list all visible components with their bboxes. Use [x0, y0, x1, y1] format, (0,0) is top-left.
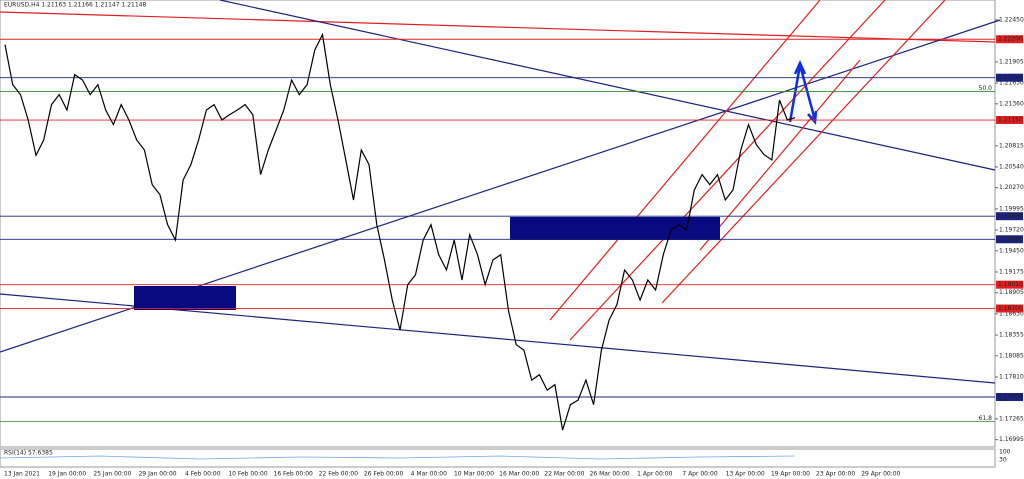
y-tick-label: 1.19720 [999, 227, 1024, 234]
rsi-panel [0, 448, 996, 468]
y-tick-label: 1.22450 [999, 17, 1024, 24]
level-tag [996, 304, 1023, 313]
y-tick-label: 1.18085 [999, 352, 1024, 359]
level-label: 1.19900 [998, 213, 1023, 220]
x-tick-label: 4 Feb 00:00 [185, 471, 221, 478]
y-tick-label: 1.17810 [999, 373, 1024, 380]
drawings [0, 0, 1001, 460]
y-tick-label: 1.21905 [999, 58, 1024, 65]
level-label: 1.17550 [998, 393, 1023, 400]
x-tick-label: 16 Feb 00:00 [274, 471, 314, 478]
x-tick-label: 13 Jan 2021 [4, 471, 40, 478]
level-label: 1.22200 [998, 36, 1023, 43]
x-tick-label: 16 Mar 00:00 [499, 471, 539, 478]
y-tick-label: 1.21630 [999, 80, 1024, 87]
level-label: 1.19600 [998, 236, 1023, 243]
arrow-head [793, 59, 807, 75]
y-tick-label: 1.21360 [999, 100, 1024, 107]
x-tick-label: 19 Jan 00:00 [48, 471, 86, 478]
x-tick-label: 22 Mar 00:00 [544, 471, 584, 478]
x-tick-label: 25 Jan 00:00 [93, 471, 131, 478]
x-tick-label: 10 Mar 00:00 [454, 471, 494, 478]
x-tick-label: 29 Apr 00:00 [861, 471, 900, 478]
y-tick-label: 1.20540 [999, 163, 1024, 170]
x-tick-label: 7 Apr 00:00 [682, 471, 717, 478]
x-tick-label: 19 Apr 00:00 [771, 471, 810, 478]
arrow-head [807, 110, 818, 126]
level-tag [996, 280, 1023, 289]
y-tick-label: 1.18355 [999, 332, 1024, 339]
x-tick-label: 13 Apr 00:00 [726, 471, 765, 478]
rsi-line [0, 455, 796, 460]
y-tick-label: 1.18630 [999, 310, 1024, 317]
level-tag [996, 116, 1023, 125]
plot-area [0, 0, 996, 448]
y-tick-label: 1.19450 [999, 247, 1024, 254]
channel-line [569, 0, 886, 341]
y-tick-label: 1.20815 [999, 142, 1024, 149]
level-tag [996, 235, 1023, 244]
x-tick-label: 23 Apr 00:00 [816, 471, 855, 478]
channel-line [549, 0, 821, 321]
x-tick-label: 10 Feb 00:00 [228, 471, 268, 478]
price-line [4, 32, 796, 431]
fib-label: 50.0 [979, 85, 993, 92]
rsi-label: RSI(14) 57.6385 [4, 450, 53, 457]
level-label: 1.21700 [998, 74, 1023, 81]
y-tick-label: 1.18905 [999, 289, 1024, 296]
level-tag [996, 35, 1023, 44]
level-tag [996, 73, 1023, 82]
channel-line [661, 0, 946, 304]
trend-line [219, 0, 996, 171]
fib-label: 61.8 [979, 415, 993, 422]
header: EURUSD,H4 1.21163 1.21166 1.21147 1.2114… [4, 2, 146, 9]
zone [134, 286, 236, 310]
y-tick-label: 1.17265 [999, 415, 1024, 422]
trend-line [0, 11, 996, 43]
y-tick-label: 1.16995 [999, 436, 1024, 443]
x-tick-label: 29 Jan 00:00 [139, 471, 177, 478]
y-tick-label: 1.19175 [999, 268, 1024, 275]
x-tick-label: 4 Mar 00:00 [411, 471, 447, 478]
level-tag [996, 392, 1023, 401]
zone [510, 217, 720, 240]
level-label: 1.21150 [998, 117, 1023, 124]
x-tick-label: 22 Feb 00:00 [319, 471, 359, 478]
rsi-axis-label: 100 [999, 449, 1011, 456]
y-tick-label: 1.20270 [999, 184, 1024, 191]
x-tick-label: 26 Feb 00:00 [364, 471, 404, 478]
x-tick-label: 26 Mar 00:00 [590, 471, 630, 478]
level-tag [996, 212, 1023, 221]
x-tick-label: 1 Apr 00:00 [637, 471, 672, 478]
rsi-axis-label: 30 [999, 457, 1007, 464]
level-label: 1.18700 [998, 305, 1023, 312]
y-tick-label: 1.19995 [999, 205, 1024, 212]
level-label: 1.19010 [998, 281, 1023, 288]
